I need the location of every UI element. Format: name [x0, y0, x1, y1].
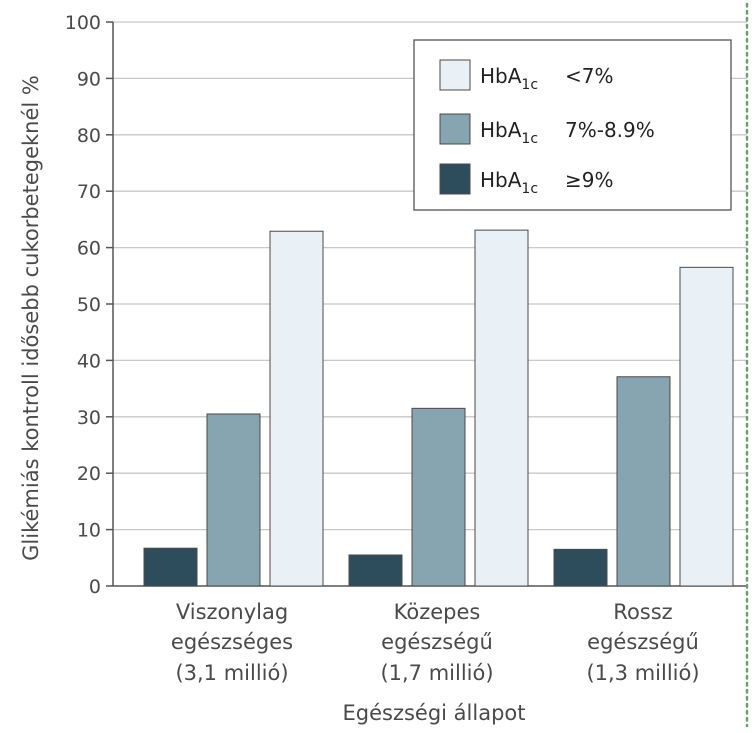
category-label: egészséges	[171, 630, 293, 654]
category-label: Közepes	[394, 600, 481, 624]
legend-label: HbA1c	[480, 118, 538, 147]
bar	[679, 266, 734, 587]
y-tick-label: 30	[77, 407, 101, 429]
legend-range: 7%-8.9%	[565, 118, 655, 142]
y-tick-label: 70	[77, 181, 101, 203]
legend-label: HbA1c	[480, 168, 538, 197]
category-label: (3,1 millió)	[175, 661, 288, 685]
category-label: (1,7 millió)	[380, 661, 493, 685]
bar	[143, 547, 198, 587]
category-label: Rossz	[613, 600, 672, 624]
x-axis-title: Egészségi állapot	[342, 701, 525, 725]
bar	[206, 413, 261, 587]
bar	[348, 554, 403, 587]
bar	[616, 376, 671, 587]
legend: HbA1c <7% HbA1c 7%-8.9% HbA1c ≥9%	[413, 39, 732, 211]
y-tick-label: 20	[77, 463, 101, 485]
legend-range: ≥9%	[565, 168, 614, 192]
y-tick-label: 100	[65, 12, 101, 34]
y-tick-label: 60	[77, 238, 101, 260]
category-label: (1,3 millió)	[586, 661, 699, 685]
bar	[474, 229, 529, 587]
legend-swatch	[439, 113, 471, 145]
bars	[143, 229, 734, 587]
y-tick-label: 90	[77, 68, 101, 90]
bar	[269, 230, 324, 587]
y-tick-label: 0	[89, 576, 101, 598]
category-label: egészségű	[587, 630, 699, 654]
bar	[553, 548, 608, 587]
bar	[411, 407, 466, 587]
y-tick-label: 10	[77, 520, 101, 542]
y-tick-label: 40	[77, 350, 101, 372]
y-tick-label: 80	[77, 125, 101, 147]
legend-swatch	[439, 59, 471, 91]
category-label: egészségű	[381, 630, 493, 654]
y-tick-label: 50	[77, 294, 101, 316]
legend-swatch	[439, 163, 471, 195]
y-axis-title: Glikémiás kontroll idősebb cukorbetegekn…	[19, 75, 43, 561]
category-label: Viszonylag	[176, 600, 288, 624]
legend-range: <7%	[565, 64, 614, 88]
category-labels: Viszonylag egészséges (3,1 millió) Közepes e…	[171, 600, 700, 685]
legend-label: HbA1c	[480, 64, 538, 93]
